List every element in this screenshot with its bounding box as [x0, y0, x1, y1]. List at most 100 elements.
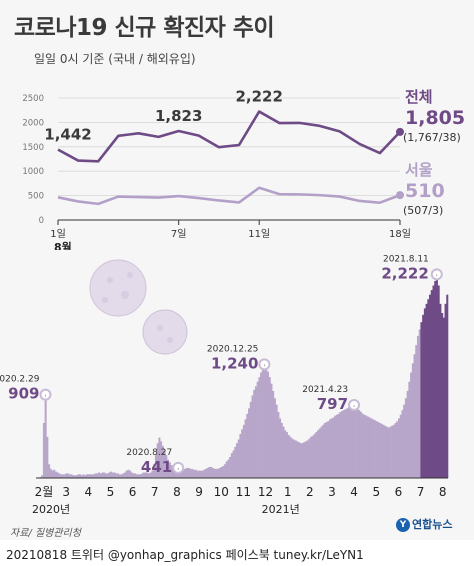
- bar: [89, 474, 92, 478]
- bar: [437, 285, 440, 478]
- bar: [427, 299, 430, 478]
- bar: [82, 474, 85, 478]
- bar: [234, 446, 237, 478]
- bar: [187, 467, 190, 478]
- bar: [399, 414, 402, 478]
- peak-marker: [39, 388, 52, 401]
- bar: [304, 441, 307, 478]
- bar: [296, 441, 299, 478]
- x-tick-label: 8: [173, 485, 181, 499]
- bar: [265, 368, 268, 478]
- bar: [134, 473, 137, 478]
- bar: [194, 469, 197, 478]
- bar: [337, 413, 340, 478]
- bar: [435, 274, 438, 478]
- bar: [332, 417, 335, 478]
- y-tick-label: 1500: [22, 143, 44, 153]
- footer-text: 20210818 트위터 @yonhap_graphics 페이스북 tuney…: [6, 548, 364, 562]
- bar: [53, 469, 56, 478]
- bar: [246, 413, 249, 478]
- top-line-chart: 0 500 1000 1500 2000 2500 1일 7일 11일 18일 8월 전체1,805 (…: [22, 88, 465, 250]
- bar: [125, 470, 128, 478]
- bar: [232, 450, 235, 478]
- bar: [358, 410, 361, 478]
- bar: [320, 426, 323, 478]
- bar: [272, 390, 275, 478]
- bar: [389, 426, 392, 478]
- bar: [266, 371, 270, 478]
- bar: [387, 427, 390, 478]
- bar: [163, 450, 166, 478]
- bar: [270, 383, 273, 478]
- bar: [123, 472, 126, 478]
- x-tick-label: 9: [195, 485, 203, 499]
- year-label: 2021년: [262, 503, 300, 516]
- bar: [392, 424, 395, 478]
- bar: [103, 472, 106, 478]
- x-tick-label: 18일: [389, 228, 411, 240]
- legend-value: 510: [405, 180, 445, 202]
- x-tick-label: 6: [395, 485, 403, 499]
- x-tick-label: 5: [107, 485, 115, 499]
- bar: [73, 475, 76, 478]
- bar: [353, 404, 356, 478]
- bar: [370, 418, 373, 478]
- bar: [72, 475, 75, 478]
- peak-date: 2020.8.27: [126, 448, 172, 458]
- bar: [172, 467, 175, 478]
- bar: [173, 467, 176, 478]
- bar: [323, 423, 326, 478]
- bar: [423, 308, 426, 478]
- bar: [280, 423, 283, 478]
- bar: [191, 468, 194, 478]
- y-tick-label: 500: [28, 192, 44, 202]
- bar: [168, 462, 171, 478]
- bar: [329, 419, 332, 478]
- bar: [137, 474, 140, 478]
- peak-date: 2021.4.23: [302, 385, 348, 395]
- bar: [396, 421, 399, 478]
- bar: [141, 473, 144, 478]
- bar: [306, 440, 309, 478]
- x-tick-label: 3: [62, 485, 70, 499]
- bar: [275, 404, 278, 478]
- bar: [298, 442, 301, 478]
- bar: [218, 467, 221, 478]
- legend-detail: (1,767/38): [403, 131, 461, 144]
- bar: [313, 434, 316, 478]
- bar: [77, 474, 80, 478]
- bar: [230, 453, 233, 478]
- bar: [366, 416, 370, 478]
- bar: [342, 410, 345, 478]
- x-tick-label: 1: [284, 485, 292, 499]
- bar: [354, 406, 357, 478]
- point-label: 2,222: [235, 88, 282, 106]
- bar: [60, 474, 63, 478]
- bar: [108, 472, 111, 478]
- bar: [144, 472, 147, 478]
- bar: [256, 381, 259, 478]
- bar: [208, 467, 211, 478]
- bar: [368, 417, 371, 478]
- bar: [360, 412, 363, 478]
- bar: [239, 434, 242, 478]
- bar: [418, 329, 421, 478]
- peak-value: 441: [141, 458, 172, 476]
- legend-detail: (507/3): [403, 204, 443, 217]
- bar: [375, 421, 378, 478]
- bar: [346, 408, 349, 478]
- bar: [75, 475, 78, 478]
- bar: [113, 472, 116, 478]
- bar: [96, 473, 99, 478]
- logo-mark: Y: [396, 518, 410, 532]
- bar: [182, 469, 185, 478]
- legend-name: 전체: [405, 88, 433, 106]
- bar: [180, 468, 183, 478]
- bar: [149, 472, 152, 478]
- x-tick-label: 7일: [171, 228, 187, 240]
- bar: [110, 471, 113, 478]
- y-tick-label: 1000: [22, 167, 44, 177]
- bar: [401, 410, 404, 478]
- year-label: 2020년: [32, 503, 70, 516]
